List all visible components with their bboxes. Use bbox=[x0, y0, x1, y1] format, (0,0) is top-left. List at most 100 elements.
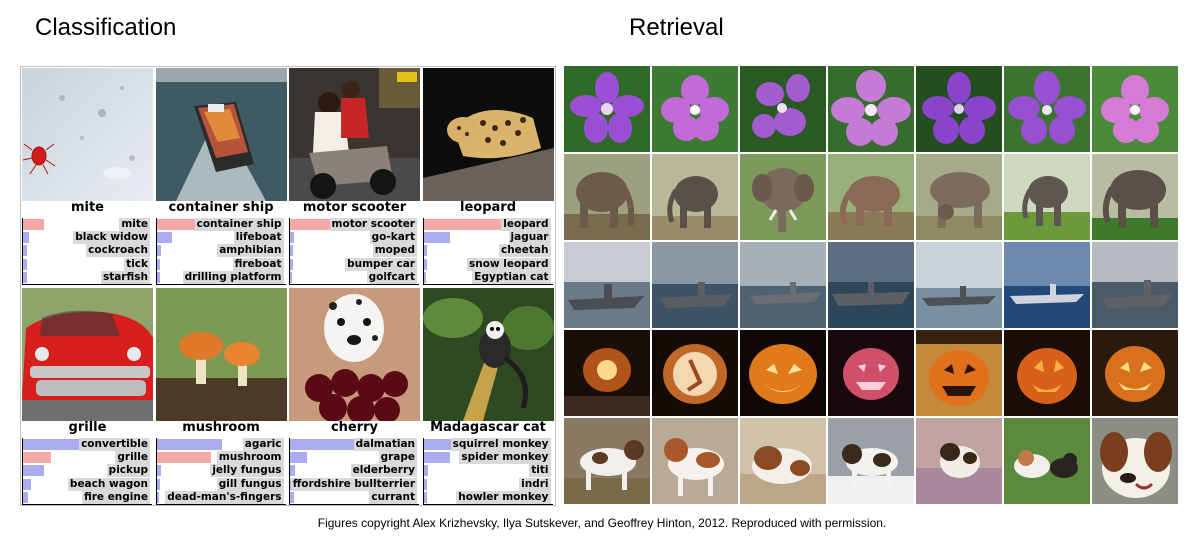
mite-image bbox=[22, 68, 153, 201]
prediction-label: mushroom bbox=[216, 451, 284, 465]
prediction-row: go-kart bbox=[290, 231, 419, 245]
prediction-label: ffordshire bullterrier bbox=[290, 477, 417, 491]
prediction-label: spider monkey bbox=[459, 451, 551, 465]
score-bar bbox=[23, 452, 51, 464]
classification-item-motor-scooter: motor scooter motor scooter go-kart mope… bbox=[288, 67, 422, 285]
dog-image bbox=[564, 418, 650, 504]
score-bar bbox=[156, 491, 159, 503]
prediction-label: golfcart bbox=[366, 270, 417, 284]
dog-image bbox=[740, 418, 826, 504]
score-bar bbox=[290, 491, 294, 503]
prediction-label: squirrel monkey bbox=[450, 438, 551, 451]
figure-caption: Figures copyright Alex Krizhevsky, Ilya … bbox=[317, 516, 887, 530]
prediction-row: jaguar bbox=[423, 231, 553, 245]
classification-item-container-ship: container ship container ship lifeboat a… bbox=[155, 67, 289, 285]
retrieval-row-dogs bbox=[564, 418, 1180, 504]
classification-item-grille: grille convertible grille pickup beach w… bbox=[21, 287, 155, 505]
prediction-label: indri bbox=[519, 477, 551, 491]
madagascar-cat-image bbox=[422, 288, 554, 421]
prediction-row: drilling platform bbox=[156, 270, 286, 284]
score-bar bbox=[290, 452, 307, 464]
pumpkin-image bbox=[740, 330, 826, 416]
prediction-row: spider monkey bbox=[423, 451, 553, 465]
score-bar bbox=[423, 219, 550, 230]
prediction-row: convertible bbox=[23, 438, 152, 451]
prediction-label: leopard bbox=[501, 218, 551, 231]
true-label: container ship bbox=[168, 200, 274, 215]
pumpkin-image bbox=[564, 330, 650, 416]
dog-image bbox=[652, 418, 738, 504]
prediction-row: moped bbox=[290, 244, 419, 258]
true-label: leopard bbox=[460, 200, 516, 215]
score-bar bbox=[156, 258, 160, 270]
prediction-label: pickup bbox=[106, 464, 150, 478]
flower-image bbox=[652, 66, 738, 152]
true-label: mite bbox=[70, 200, 105, 215]
prediction-row: Egyptian cat bbox=[423, 270, 553, 284]
prediction-row: leopard bbox=[423, 218, 553, 231]
aircraft-carrier-image bbox=[916, 242, 1002, 328]
prediction-row: elderberry bbox=[290, 464, 419, 478]
retrieval-row-pumpkins bbox=[564, 330, 1180, 416]
score-bar bbox=[290, 245, 293, 257]
elephant-image bbox=[740, 154, 826, 240]
dog-image bbox=[1004, 418, 1090, 504]
prediction-row: pickup bbox=[23, 464, 152, 478]
grille-image bbox=[22, 288, 153, 421]
prediction-label: dead-man's-fingers bbox=[165, 490, 284, 504]
elephant-image bbox=[916, 154, 1002, 240]
pumpkin-image bbox=[1004, 330, 1090, 416]
prediction-label: grape bbox=[378, 451, 417, 465]
retrieval-row-flowers bbox=[564, 66, 1180, 152]
score-bar bbox=[423, 232, 450, 244]
true-label: cherry bbox=[330, 420, 379, 435]
score-bar bbox=[23, 219, 44, 230]
prediction-row: currant bbox=[290, 490, 419, 504]
elephant-image bbox=[564, 154, 650, 240]
cherry-image bbox=[289, 288, 420, 421]
prediction-row: bumper car bbox=[290, 257, 419, 271]
prediction-label: dalmatian bbox=[353, 438, 417, 451]
classification-item-madagascar-cat: Madagascar cat squirrel monkey spider mo… bbox=[422, 287, 556, 505]
flower-image bbox=[740, 66, 826, 152]
prediction-row: black widow bbox=[23, 231, 152, 245]
prediction-label: convertible bbox=[79, 438, 150, 451]
prediction-label: black widow bbox=[73, 231, 150, 245]
prediction-label: grille bbox=[115, 451, 150, 465]
aircraft-carrier-image bbox=[740, 242, 826, 328]
score-bar bbox=[423, 491, 427, 503]
motor-scooter-image bbox=[289, 68, 420, 201]
elephant-image bbox=[652, 154, 738, 240]
prediction-row: amphibian bbox=[156, 244, 286, 258]
prediction-list: dalmatian grape elderberry ffordshire bu… bbox=[289, 438, 419, 505]
prediction-label: Egyptian cat bbox=[472, 270, 551, 284]
prediction-list: squirrel monkey spider monkey titi indri… bbox=[422, 438, 553, 505]
prediction-row: indri bbox=[423, 477, 553, 491]
prediction-row: agaric bbox=[156, 438, 286, 451]
prediction-label: motor scooter bbox=[329, 218, 417, 231]
prediction-label: elderberry bbox=[350, 464, 417, 478]
score-bar bbox=[290, 232, 294, 244]
elephant-image bbox=[1092, 154, 1178, 240]
score-bar bbox=[23, 245, 27, 257]
prediction-row: golfcart bbox=[290, 270, 419, 284]
score-bar bbox=[423, 478, 427, 490]
true-label: grille bbox=[68, 420, 107, 435]
prediction-label: currant bbox=[369, 490, 417, 504]
prediction-label: agaric bbox=[242, 438, 284, 451]
prediction-row: mushroom bbox=[156, 451, 286, 465]
prediction-row: dalmatian bbox=[290, 438, 419, 451]
true-label: motor scooter bbox=[302, 200, 407, 215]
leopard-image bbox=[422, 68, 554, 201]
score-bar bbox=[290, 271, 292, 283]
retrieval-row-carriers bbox=[564, 242, 1180, 328]
score-bar bbox=[156, 439, 222, 450]
score-bar bbox=[23, 478, 31, 490]
prediction-list: motor scooter go-kart moped bumper car g… bbox=[289, 218, 419, 285]
prediction-label: go-kart bbox=[369, 231, 417, 245]
prediction-label: cockroach bbox=[86, 244, 150, 258]
score-bar bbox=[156, 271, 160, 283]
prediction-label: bumper car bbox=[345, 257, 417, 271]
flower-image bbox=[1092, 66, 1178, 152]
prediction-row: dead-man's-fingers bbox=[156, 490, 286, 504]
